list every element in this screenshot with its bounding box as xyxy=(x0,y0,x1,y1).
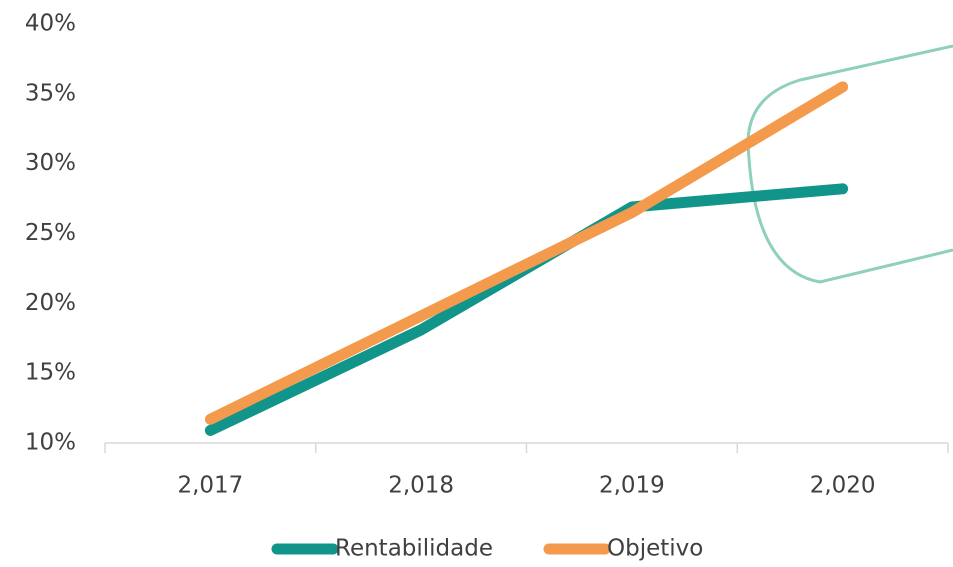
series-line xyxy=(204,183,849,436)
y-tick-label: 30% xyxy=(25,150,76,176)
y-tick-label: 40% xyxy=(25,11,76,37)
x-tick-label: 2,017 xyxy=(177,473,243,499)
y-tick-label: 20% xyxy=(25,290,76,316)
legend-label: Objetivo xyxy=(607,536,703,562)
x-tick-label: 2,020 xyxy=(810,473,876,499)
y-tick-label: 35% xyxy=(25,80,76,106)
x-tick-label: 2,019 xyxy=(599,473,665,499)
legend-label: Rentabilidade xyxy=(335,536,493,562)
y-tick-label: 25% xyxy=(25,220,76,246)
x-tick-label: 2,018 xyxy=(388,473,454,499)
y-tick-label: 15% xyxy=(25,360,76,386)
callout-shape xyxy=(746,44,953,284)
y-tick-label: 10% xyxy=(25,430,76,456)
series-line xyxy=(204,81,849,425)
